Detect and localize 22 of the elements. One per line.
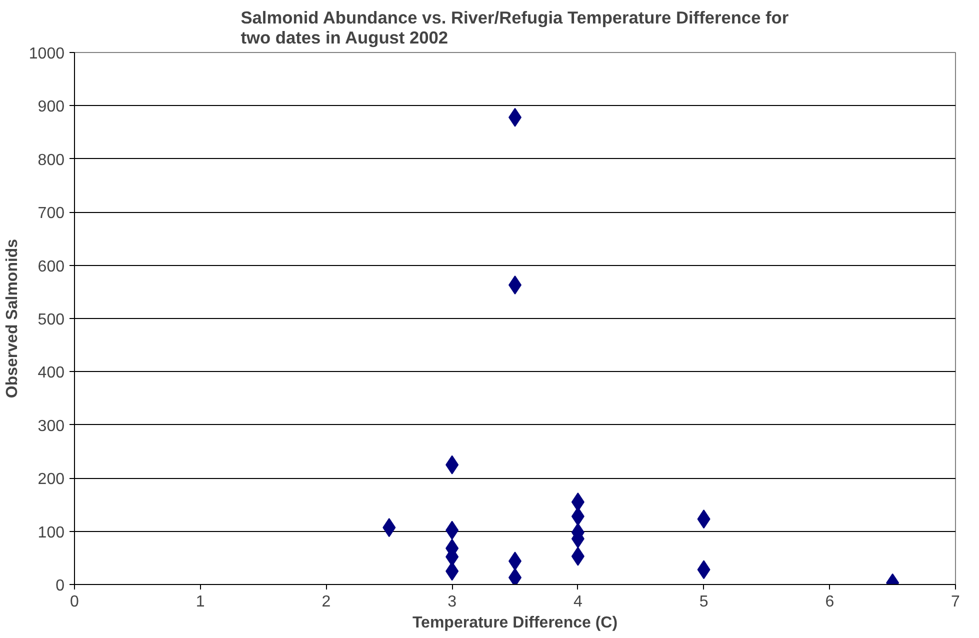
y-tick-label: 600 xyxy=(38,258,65,276)
x-tick-label: 3 xyxy=(448,594,457,610)
y-tick-label: 0 xyxy=(56,578,65,594)
x-tick-label: 1 xyxy=(196,594,205,610)
x-tick-label: 2 xyxy=(322,594,331,610)
x-tick-label: 5 xyxy=(699,594,708,610)
x-tick-label: 6 xyxy=(825,594,834,610)
y-tick-label: 100 xyxy=(38,524,65,542)
y-tick-label: 700 xyxy=(38,205,65,222)
x-axis-title: Temperature Difference (C) xyxy=(412,614,618,632)
x-tick-label: 4 xyxy=(573,594,582,610)
x-tick-label: 0 xyxy=(70,594,80,610)
y-tick-label: 300 xyxy=(38,418,65,435)
y-tick-label: 400 xyxy=(38,364,65,382)
y-tick-label: 500 xyxy=(38,312,65,328)
y-tick-label: 200 xyxy=(38,471,65,488)
chart-title: Salmonid Abundance vs. River/Refugia Temperature Difference for two dates in August 2002 xyxy=(240,8,789,48)
y-tick-label: 1000 xyxy=(28,46,65,62)
y-tick-label: 800 xyxy=(38,152,65,169)
x-tick-label: 7 xyxy=(951,594,960,610)
y-axis-title: Observed Salmonids xyxy=(4,238,21,398)
y-tick-label: 900 xyxy=(38,98,65,116)
